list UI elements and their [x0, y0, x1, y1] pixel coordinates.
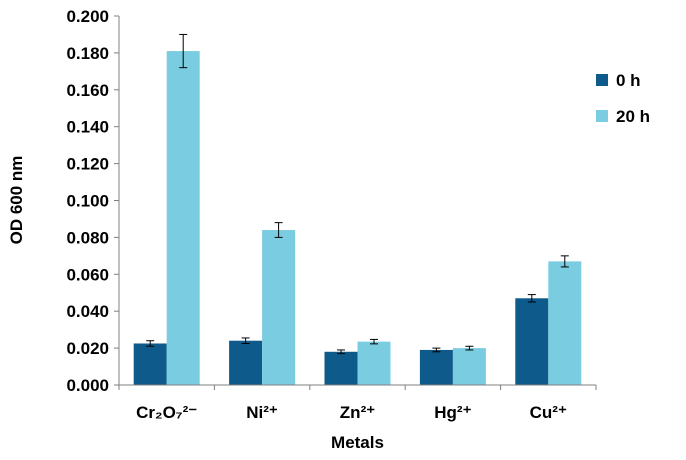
x-category-label: Ni²⁺: [246, 403, 278, 422]
bar-series-1: [324, 351, 358, 385]
x-category-label: Cu²⁺: [530, 403, 567, 422]
x-category-label: Cr₂O₇²⁻: [136, 403, 197, 422]
y-tick-label: 0.100: [66, 192, 109, 211]
y-tick-label: 0.160: [66, 81, 109, 100]
legend-label: 20 h: [616, 107, 650, 126]
bar-series-1: [133, 343, 167, 385]
bar-series-2: [166, 51, 200, 386]
y-axis-title: OD 600 nm: [7, 156, 26, 245]
y-tick-label: 0.060: [66, 265, 109, 284]
legend: 0 h 20 h: [596, 71, 650, 126]
y-tick-label: 0.200: [66, 7, 109, 26]
bar-series-2: [548, 261, 582, 385]
bar-series-2: [452, 348, 486, 385]
error-bars: [146, 33, 569, 355]
x-category-label: Zn²⁺: [340, 403, 375, 422]
x-axis-title: Metals: [331, 433, 384, 452]
bars: [133, 51, 582, 386]
y-axis-ticks: 0.000 0.020 0.040 0.060 0.080 0.100 0.120 0.140…: [66, 7, 119, 395]
legend-label: 0 h: [616, 71, 641, 90]
y-tick-label: 0.120: [66, 155, 109, 174]
legend-swatch: [596, 110, 608, 122]
bar-series-1: [229, 340, 263, 385]
y-tick-label: 0.140: [66, 118, 109, 137]
y-tick-label: 0.180: [66, 44, 109, 63]
bar-series-1: [515, 298, 549, 385]
bar-series-2: [262, 230, 296, 385]
y-tick-label: 0.000: [66, 376, 109, 395]
legend-swatch: [596, 74, 608, 86]
bar-series-2: [357, 341, 391, 385]
y-tick-label: 0.040: [66, 302, 109, 321]
x-axis-categories: Cr₂O₇²⁻ Ni²⁺ Zn²⁺ Hg²⁺ Cu²⁺: [118, 385, 597, 422]
y-tick-label: 0.080: [66, 228, 109, 247]
bar-series-1: [419, 349, 453, 385]
x-category-label: Hg²⁺: [434, 403, 471, 422]
y-tick-label: 0.020: [66, 339, 109, 358]
